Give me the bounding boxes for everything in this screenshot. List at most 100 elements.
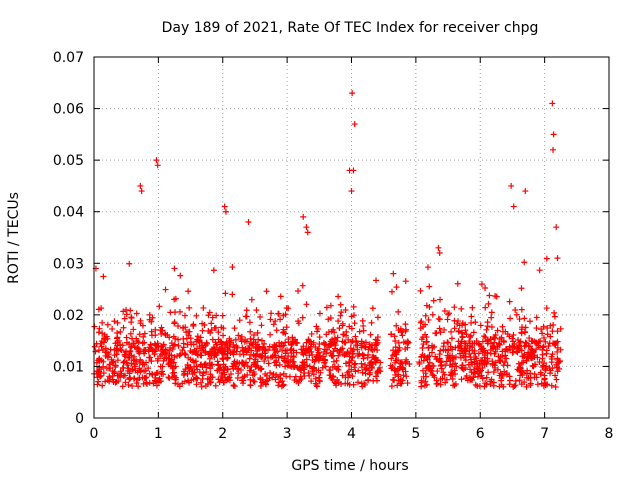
- data-point: [437, 381, 444, 388]
- data-point: [214, 358, 221, 365]
- data-point: [123, 306, 130, 313]
- data-point: [553, 376, 560, 383]
- data-point: [306, 338, 313, 345]
- data-point: [257, 314, 264, 321]
- data-point: [433, 330, 440, 337]
- data-point: [201, 322, 208, 329]
- data-point: [428, 349, 435, 356]
- data-point: [463, 373, 470, 380]
- data-point: [294, 340, 301, 347]
- data-point: [175, 323, 182, 330]
- data-point: [392, 367, 399, 374]
- data-point: [349, 373, 356, 380]
- data-point: [352, 368, 359, 375]
- data-point: [207, 348, 214, 355]
- data-point: [542, 367, 549, 374]
- data-point: [335, 293, 342, 300]
- data-point: [104, 353, 111, 360]
- data-point: [519, 353, 526, 360]
- data-point: [171, 364, 178, 371]
- data-point: [526, 352, 533, 359]
- data-point: [277, 293, 284, 300]
- data-point: [358, 360, 365, 367]
- data-point: [169, 370, 176, 377]
- data-point: [352, 333, 359, 340]
- data-point: [124, 367, 131, 374]
- data-point: [239, 377, 246, 384]
- data-point: [319, 364, 326, 371]
- data-point: [326, 344, 333, 351]
- data-point: [244, 363, 251, 370]
- data-point: [527, 343, 534, 350]
- data-point: [423, 365, 430, 372]
- data-point: [418, 383, 425, 390]
- data-point: [402, 368, 409, 375]
- data-point: [467, 334, 474, 341]
- data-point: [504, 362, 511, 369]
- data-point: [388, 331, 395, 338]
- data-point: [134, 376, 141, 383]
- data-point: [210, 345, 217, 352]
- data-point: [346, 362, 353, 369]
- data-point: [429, 362, 436, 369]
- data-point: [431, 343, 438, 350]
- data-point: [290, 354, 297, 361]
- data-point: [506, 381, 513, 388]
- data-point: [451, 382, 458, 389]
- data-points: [91, 90, 564, 390]
- data-point: [418, 318, 425, 325]
- data-point: [166, 351, 173, 358]
- data-point: [422, 378, 429, 385]
- data-point: [359, 383, 366, 390]
- data-point: [395, 339, 402, 346]
- data-point: [193, 363, 200, 370]
- data-point: [159, 363, 166, 370]
- data-point: [314, 328, 321, 335]
- data-point: [247, 376, 254, 383]
- data-point: [388, 383, 395, 390]
- data-point: [536, 358, 543, 365]
- data-point: [220, 332, 227, 339]
- data-point: [351, 361, 358, 368]
- data-point: [316, 310, 323, 317]
- data-point: [459, 330, 466, 337]
- data-point: [93, 340, 100, 347]
- data-point: [151, 351, 158, 358]
- data-point: [117, 374, 124, 381]
- data-point: [212, 339, 219, 346]
- data-point: [456, 322, 463, 329]
- data-point: [299, 362, 306, 369]
- data-point: [298, 366, 305, 373]
- data-point: [510, 383, 517, 390]
- data-point: [541, 359, 548, 366]
- data-point: [308, 378, 315, 385]
- data-point: [506, 298, 513, 305]
- data-point: [200, 304, 207, 311]
- data-point: [336, 325, 343, 332]
- data-point: [113, 351, 120, 358]
- data-point: [425, 316, 432, 323]
- data-point: [234, 344, 241, 351]
- data-point: [246, 319, 253, 326]
- data-point: [226, 339, 233, 346]
- data-point: [209, 374, 216, 381]
- data-point: [395, 373, 402, 380]
- data-point: [171, 319, 178, 326]
- data-point: [250, 369, 257, 376]
- data-point: [313, 382, 320, 389]
- data-point: [469, 347, 476, 354]
- data-point: [325, 329, 332, 336]
- data-point: [209, 361, 216, 368]
- data-point: [520, 359, 527, 366]
- data-point: [428, 367, 435, 374]
- data-point: [508, 182, 515, 189]
- data-point: [293, 349, 300, 356]
- data-point: [496, 342, 503, 349]
- data-point: [303, 356, 310, 363]
- data-point: [214, 367, 221, 374]
- x-tick-label: 0: [90, 426, 99, 442]
- data-point: [273, 342, 280, 349]
- data-point: [517, 338, 524, 345]
- x-tick-label: 5: [411, 426, 420, 442]
- data-point: [258, 322, 265, 329]
